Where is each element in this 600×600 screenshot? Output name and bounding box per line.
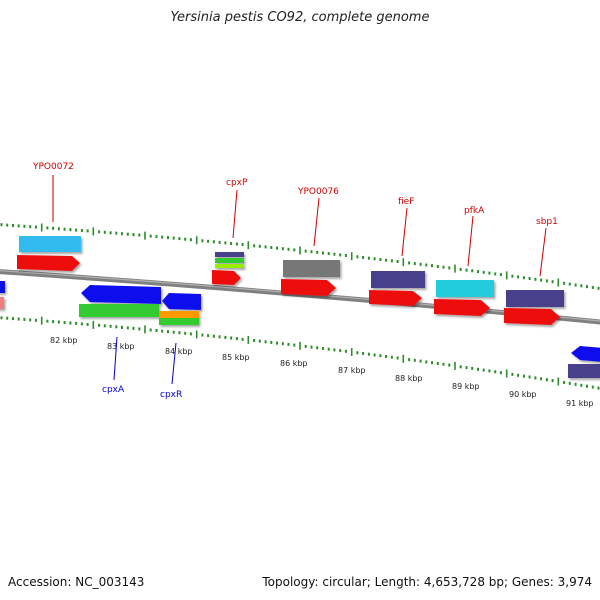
scale-label: 91 kbp: [566, 399, 594, 408]
gene-box-pfka-cds[interactable]: [436, 280, 494, 297]
gene-box-cpxp-b[interactable]: [215, 258, 244, 263]
gene-label-fief[interactable]: fieF: [398, 197, 414, 207]
scale-label: 84 kbp: [165, 347, 193, 356]
leader-line: [539, 227, 547, 277]
leader-line: [401, 207, 408, 257]
scale-label: 89 kbp: [452, 382, 480, 391]
gene-arrow-ypo0072[interactable]: [17, 255, 80, 271]
gene-arrow-cpxr[interactable]: [162, 293, 201, 310]
gene-box-cpxp-c[interactable]: [215, 264, 244, 268]
leader-line: [113, 336, 118, 381]
leader-line: [467, 215, 474, 267]
gene-box-ypo0076-cds[interactable]: [283, 260, 340, 277]
upper-gene-labels: YPO0072 cpxP YPO0076 fieF pfkA sbp1: [32, 162, 558, 277]
gene-box-ypo0072-cds[interactable]: [19, 236, 81, 252]
gene-label-cpxa[interactable]: cpxA: [102, 385, 125, 395]
gene-arrow-sbp1[interactable]: [504, 308, 560, 325]
scale-labels: 82 kbp 83 kbp 84 kbp 85 kbp 86 kbp 87 kb…: [50, 336, 594, 408]
scale-label: 83 kbp: [107, 342, 135, 351]
gene-arrow-pfka[interactable]: [434, 299, 490, 316]
upper-features[interactable]: [0, 236, 564, 325]
gene-label-sbp1[interactable]: sbp1: [536, 217, 558, 227]
lower-tick-track: [0, 316, 600, 390]
gene-arrow-cpxp[interactable]: [212, 270, 241, 285]
scale-label: 88 kbp: [395, 374, 423, 383]
gene-box-cpxr-cds-top[interactable]: [159, 311, 199, 318]
gene-label-ypo0076[interactable]: YPO0076: [297, 187, 339, 197]
scale-label: 86 kbp: [280, 359, 308, 368]
gene-arrow-cpxa[interactable]: [81, 285, 161, 304]
gene-arrow-right-edge[interactable]: [571, 346, 600, 362]
gene-box-cpxa-cds[interactable]: [79, 304, 159, 317]
accession-text: Accession: NC_003143: [8, 575, 145, 589]
scale-label: 85 kbp: [222, 353, 250, 362]
leader-line: [171, 342, 177, 385]
gene-label-cpxr[interactable]: cpxR: [160, 390, 182, 400]
scale-label: 82 kbp: [50, 336, 78, 345]
gene-box-fief-cds[interactable]: [371, 271, 425, 288]
leader-line: [232, 189, 238, 239]
genome-summary-text: Topology: circular; Length: 4,653,728 bp…: [262, 575, 592, 589]
map-title: Yersinia pestis CO92, complete genome: [170, 10, 430, 25]
upper-tick-track: [0, 223, 600, 290]
gene-arrow-ypo0076[interactable]: [281, 279, 336, 296]
gene-box[interactable]: [0, 281, 5, 293]
scale-label: 87 kbp: [338, 366, 366, 375]
lower-gene-labels: cpxA cpxR: [102, 336, 182, 400]
gene-label-cpxp[interactable]: cpxP: [226, 178, 248, 188]
gene-arrow-fief[interactable]: [369, 290, 422, 306]
gene-box-cpxp-a[interactable]: [215, 252, 244, 257]
gene-box[interactable]: [0, 297, 4, 309]
gene-label-pfka[interactable]: pfkA: [464, 206, 485, 216]
gene-box-sbp1-cds[interactable]: [506, 290, 564, 307]
leader-line: [313, 197, 320, 247]
gene-label-ypo0072[interactable]: YPO0072: [32, 162, 74, 172]
lower-features[interactable]: [79, 285, 600, 378]
scale-label: 90 kbp: [509, 390, 537, 399]
gene-box-cpxr-cds-bottom[interactable]: [159, 318, 199, 325]
gene-box-right-edge[interactable]: [568, 364, 600, 378]
